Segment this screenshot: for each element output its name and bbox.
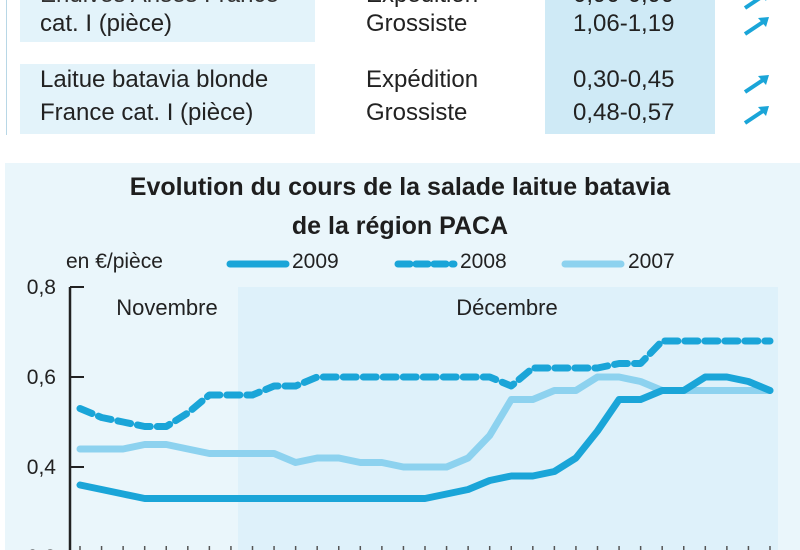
period-band-novembre [70,287,238,550]
product-name-line: France cat. I (pièce) [40,99,254,126]
price-value: 0,90-0,99 [573,0,674,12]
product-name-background [20,64,315,134]
price-column-background [545,0,715,134]
up-arrow-icon [743,106,769,125]
legend-label-2007: 2007 [628,250,675,273]
product-name-line: Endives Anses France [40,0,279,12]
chart-subtitle: de la région PACA [291,212,509,240]
up-arrow-icon [743,75,769,94]
y-tick-label: 0,2 [27,546,56,550]
period-band-decembre [238,287,778,550]
legend-label-2009: 2009 [292,250,339,273]
period-label: Décembre [456,295,557,320]
chart-title: Evolution du cours de la salade laitue b… [129,173,671,201]
legend-label-2008: 2008 [460,250,507,273]
y-axis-unit-label: en €/pièce [66,250,163,273]
price-value: 0,30-0,45 [573,66,675,93]
up-arrow-icon [743,17,769,36]
product-name-line: Laitue batavia blonde [40,66,269,93]
product-name-background [20,0,315,42]
y-tick-label: 0,8 [27,276,56,299]
period-label: Novembre [116,295,217,320]
y-tick-label: 0,6 [27,366,56,389]
price-table: Endives Anses France cat. I (pièce) Expé… [0,0,800,140]
up-arrow-icon [743,0,767,10]
stage-label: Expédition [366,66,479,93]
stage-label: Expédition [366,0,478,12]
price-value: 1,06-1,19 [573,10,675,37]
stage-label: Grossiste [366,99,468,126]
price-value: 0,48-0,57 [573,99,675,126]
stage-label: Grossiste [366,10,468,37]
table-left-border [6,0,7,135]
y-tick-label: 0,4 [27,456,57,479]
product-name-line: cat. I (pièce) [40,10,173,37]
